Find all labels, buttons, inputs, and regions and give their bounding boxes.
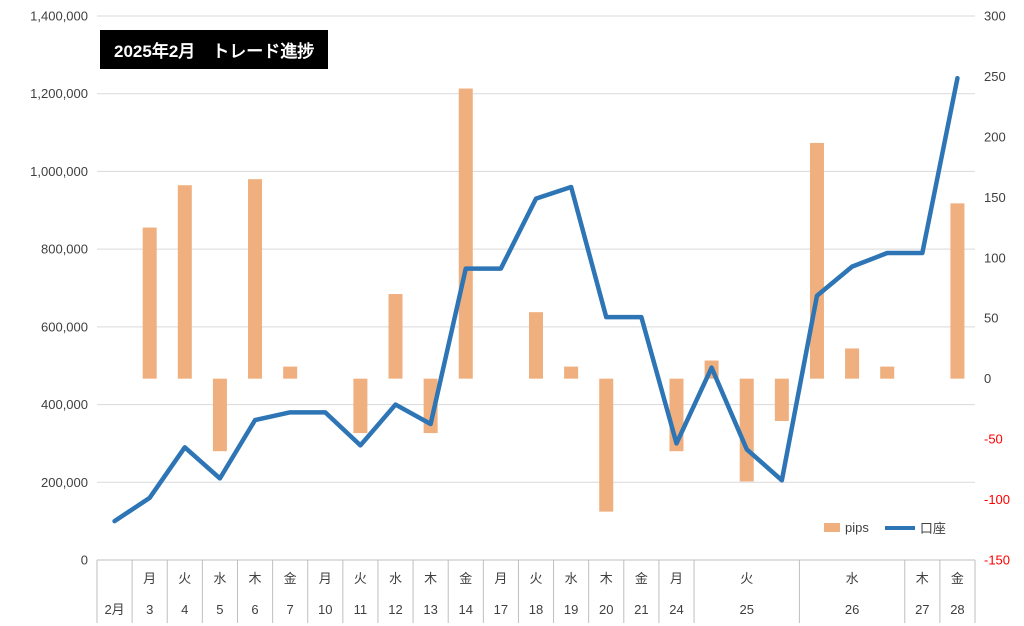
pips-bar <box>950 203 965 379</box>
pips-bar <box>599 378 614 512</box>
right-axis-label: 150 <box>984 190 1006 205</box>
pips-bar <box>458 88 473 379</box>
pips-bar <box>248 179 263 379</box>
pips-bar <box>177 185 192 379</box>
date-label: 12 <box>388 602 402 617</box>
date-label: 24 <box>669 602 683 617</box>
weekday-label: 金 <box>951 571 964 586</box>
weekday-label: 火 <box>740 571 753 586</box>
weekday-label: 火 <box>178 571 191 586</box>
pips-bar <box>212 378 227 452</box>
pips-bar <box>564 366 579 379</box>
weekday-label: 木 <box>249 571 262 586</box>
chart-legend: pips 口座 <box>824 518 946 537</box>
account-legend-swatch-icon <box>884 525 915 530</box>
right-axis-label: -50 <box>984 432 1003 447</box>
date-label: 26 <box>845 602 859 617</box>
weekday-label: 月 <box>494 571 507 586</box>
date-label: 6 <box>251 602 258 617</box>
right-axis-label: 0 <box>984 371 991 386</box>
date-label: 14 <box>459 602 473 617</box>
pips-bar <box>142 227 157 379</box>
pips-bar <box>809 142 824 379</box>
pips-bar <box>529 312 543 379</box>
weekday-label: 月 <box>670 571 683 586</box>
date-label: 18 <box>529 602 543 617</box>
right-axis-label: 250 <box>984 69 1006 84</box>
date-label: 3 <box>146 602 153 617</box>
date-label: 11 <box>354 602 368 617</box>
date-label: 27 <box>915 602 929 617</box>
date-label: 4 <box>181 602 188 617</box>
weekday-label: 月 <box>143 571 156 586</box>
date-label: 17 <box>494 602 508 617</box>
weekday-label: 木 <box>424 571 437 586</box>
account-line <box>112 75 960 524</box>
right-axis-label: 200 <box>984 129 1006 144</box>
weekday-label: 木 <box>916 571 929 586</box>
weekday-label: 木 <box>600 571 613 586</box>
left-axis-label: 1,200,000 <box>30 86 88 101</box>
right-axis-label: -150 <box>984 553 1010 568</box>
date-label: 13 <box>423 602 437 617</box>
date-label: 7 <box>287 602 294 617</box>
date-label: 21 <box>634 602 648 617</box>
weekday-label: 水 <box>213 571 226 586</box>
legend-pips-label: pips <box>845 520 869 535</box>
right-axis-label: 100 <box>984 250 1006 265</box>
pips-bar <box>739 378 754 482</box>
left-axis-label: 200,000 <box>41 475 88 490</box>
weekday-label: 火 <box>354 571 367 586</box>
weekday-label: 月 <box>319 571 332 586</box>
left-axis-label: 600,000 <box>41 319 88 334</box>
legend-item-pips: pips <box>824 520 869 535</box>
pips-bar <box>283 366 298 379</box>
right-axis-label: 300 <box>984 9 1006 24</box>
pips-bar <box>774 378 789 421</box>
left-axis-label: 0 <box>81 553 88 568</box>
pips-legend-swatch-icon <box>824 523 840 532</box>
weekday-label: 水 <box>389 571 402 586</box>
weekday-label: 金 <box>459 571 472 586</box>
date-label: 28 <box>950 602 964 617</box>
weekday-label: 水 <box>565 571 578 586</box>
pips-bar <box>353 378 368 434</box>
date-label: 20 <box>599 602 613 617</box>
pips-bar <box>388 294 403 379</box>
pips-bar <box>880 366 895 379</box>
right-axis-label: 50 <box>984 311 998 326</box>
weekday-label: 水 <box>846 571 859 586</box>
weekday-label: 火 <box>529 571 542 586</box>
weekday-label: 金 <box>284 571 297 586</box>
left-axis-label: 1,400,000 <box>30 9 88 24</box>
date-label: 5 <box>216 602 223 617</box>
date-label: 19 <box>564 602 578 617</box>
left-axis-label: 400,000 <box>41 397 88 412</box>
left-axis-label: 1,000,000 <box>30 164 88 179</box>
legend-item-account: 口座 <box>884 518 946 537</box>
chart-title: 2025年2月 トレード進捗 <box>100 30 329 69</box>
weekday-label: 金 <box>635 571 648 586</box>
left-axis-label: 800,000 <box>41 242 88 257</box>
date-label: 2月 <box>104 602 124 617</box>
pips-bar <box>423 378 438 434</box>
right-axis-label: -100 <box>984 492 1010 507</box>
legend-account-label: 口座 <box>919 521 946 536</box>
pips-bar <box>845 348 860 379</box>
date-label: 10 <box>318 602 332 617</box>
date-label: 25 <box>739 602 753 617</box>
